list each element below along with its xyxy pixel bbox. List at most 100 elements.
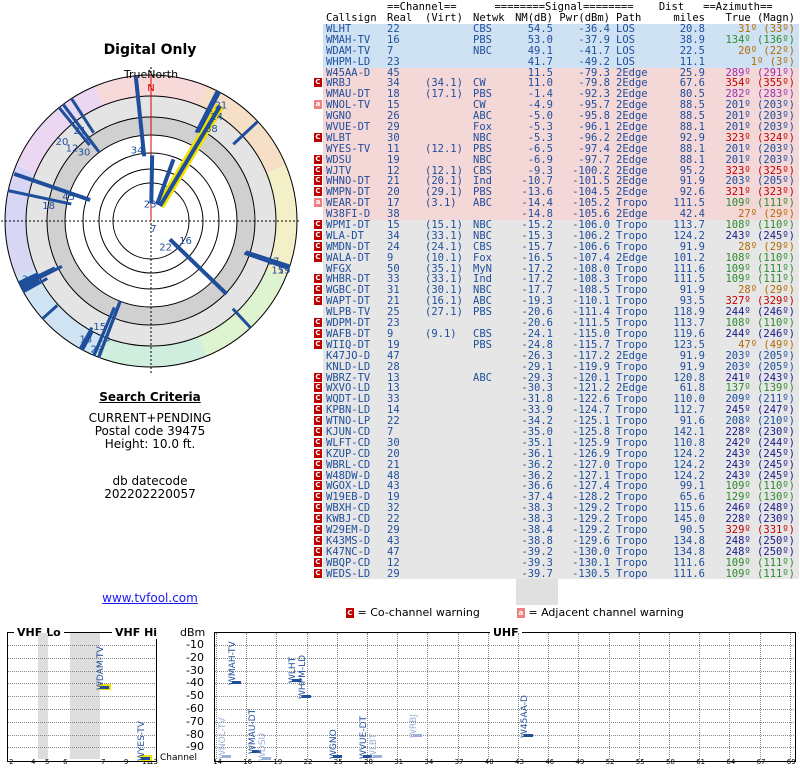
co-channel-warning-icon: C bbox=[314, 514, 322, 524]
north-marker: N bbox=[147, 83, 154, 94]
table-row[interactable]: WBXH-CD 32 -38.3 -129.2 Tropo 115.6 246º (248º… bbox=[314, 503, 799, 515]
table-row[interactable]: WQDT-LD 33 -31.8 -122.6 Tropo 110.0 209º (211º… bbox=[314, 393, 799, 406]
table-row[interactable]: WDPM-DT 23 -20.6 -111.5 Tropo 113.7 108º (110º… bbox=[314, 318, 799, 329]
table-row[interactable]: W19EB-D 19 -37.4 -128.2 Tropo 65.6 129º (130º)… bbox=[314, 491, 799, 504]
table-row[interactable]: WMAH-TV 16 PBS 53.0 -37.9 LOS 38.9 134º (136º) bbox=[323, 33, 799, 46]
cell-distance: 91.9 bbox=[679, 349, 705, 362]
cell-network: ABC bbox=[473, 371, 492, 384]
table-row[interactable]: WLHT 22 CBS 54.5 -36.4 LOS 20.8 31º (33º) bbox=[323, 24, 799, 35]
table-row[interactable]: WLFT-CD 30 -35.1 -125.9 Tropo 110.8 242º (244º… bbox=[314, 437, 799, 449]
header-real: Real bbox=[387, 12, 413, 24]
cell-distance: 88.5 bbox=[679, 110, 705, 123]
uhf-channel-tick: 14 bbox=[213, 758, 222, 766]
cell-network: PBS bbox=[473, 33, 492, 46]
cell-path-type: 2Edge bbox=[616, 208, 648, 221]
cell-azimuth: 354º (355º) bbox=[725, 77, 795, 90]
table-row[interactable]: WHBR-DT 33 (33.1) Ind -17.2 -108.3 Tropo 111.5 1… bbox=[314, 274, 799, 286]
table-row[interactable]: K43MS-D 43 -38.8 -129.6 Tropo 134.8 248º (250º… bbox=[314, 535, 799, 547]
table-row[interactable]: KPBN-LD 14 -33.9 -124.7 Tropo 112.7 245º (247º… bbox=[314, 405, 799, 417]
table-row[interactable]: WLPB-TV 25 (27.1) PBS -20.6 -111.4 Tropo 118.9 2… bbox=[323, 306, 799, 319]
table-row[interactable]: KWBJ-CD 22 -38.3 -129.2 Tropo 145.0 228º (230º… bbox=[314, 514, 799, 525]
station-bar bbox=[13, 172, 91, 202]
cell-real-channel: 20 bbox=[387, 447, 400, 460]
cell-path-type: Tropo bbox=[616, 327, 648, 340]
table-row[interactable]: K47NC-D 47 -39.2 -130.0 Tropo 134.8 248º (250º… bbox=[314, 546, 799, 558]
table-row[interactable]: WAPT-DT 21 (16.1) ABC -19.3 -110.1 Tropo 93.5 32… bbox=[314, 296, 799, 308]
polar-channel-label: 24 bbox=[210, 112, 223, 123]
table-row[interactable]: KZUP-CD 20 -36.1 -126.9 Tropo 124.2 243º (245º… bbox=[314, 447, 799, 460]
table-row[interactable]: WGNO 26 ABC -5.0 -95.8 2Edge 88.5 201º (203º) bbox=[323, 110, 799, 123]
cell-path-type: Tropo bbox=[616, 229, 648, 242]
table-row[interactable]: WDAM-TV 7 NBC 49.1 -41.7 LOS 22.5 20º (22º) bbox=[323, 45, 799, 57]
cell-azimuth: 244º (246º) bbox=[725, 306, 795, 319]
co-channel-warning-icon: C bbox=[314, 285, 322, 295]
table-row[interactable]: WMPN-DT 20 (29.1) PBS -13.6 -104.5 2Edge 92.6 32… bbox=[314, 187, 799, 199]
table-row[interactable]: WBRZ-TV 13 ABC -29.3 -120.1 Tropo 120.8 241º (2… bbox=[314, 371, 799, 384]
table-row[interactable]: W48DW-D 48 -36.2 -127.1 Tropo 124.2 243º (245º… bbox=[314, 469, 799, 482]
uhf-grid-line bbox=[367, 633, 368, 759]
channel-axis-label: Channel bbox=[160, 753, 197, 763]
table-row[interactable]: WBQP-CD 12 -39.3 -130.1 Tropo 111.6 109º (111º… bbox=[314, 557, 799, 569]
cell-noise-margin: -10.7 bbox=[521, 175, 553, 188]
table-row[interactable]: WPMI-DT 15 (15.1) NBC -15.2 -106.0 Tropo 113.7 1… bbox=[314, 220, 799, 231]
station-bar bbox=[158, 104, 222, 208]
cell-noise-margin: -36.2 bbox=[521, 469, 553, 482]
table-row[interactable]: W45AA-D 45 11.5 -79.3 2Edge 25.9 289º (291º) bbox=[323, 67, 799, 79]
table-row[interactable]: WBRL-CD 21 -36.2 -127.0 Tropo 124.2 243º (245º… bbox=[314, 458, 799, 471]
cell-distance: 88.1 bbox=[679, 153, 705, 166]
uhf-channel-tick: 58 bbox=[666, 758, 675, 766]
co-channel-warning-icon: C bbox=[314, 546, 322, 556]
table-row[interactable]: WXVO-LD 13 -30.3 -121.2 2Edge 61.8 137º (139º)… bbox=[314, 383, 799, 395]
polar-channel-label: 22 bbox=[159, 242, 172, 253]
table-row[interactable]: W29EM-D 29 -38.4 -129.2 Tropo 90.5 329º (331º)… bbox=[314, 523, 799, 536]
table-row[interactable]: WMDN-DT 24 (24.1) CBS -15.7 -106.6 Tropo 91.9 28… bbox=[314, 241, 799, 253]
cell-azimuth: 129º (130º) bbox=[725, 491, 795, 504]
co-channel-warning-icon: C bbox=[314, 426, 322, 436]
table-row[interactable]: WEDS-LD 29 -39.7 -130.5 Tropo 111.6 109º (111º… bbox=[314, 568, 799, 580]
header-nm: NM(dB) bbox=[515, 12, 553, 24]
table-row[interactable]: WLA-DT 34 (33.1) NBC -15.3 -106.2 Tropo 124.2 24… bbox=[314, 229, 799, 242]
table-row[interactable]: WVUE-DT 29 Fox -5.3 -96.1 2Edge 88.1 201º (203º… bbox=[323, 122, 799, 133]
table-row[interactable]: K47JO-D 47 -26.3 -117.2 2Edge 91.9 203º (205º) bbox=[323, 349, 799, 362]
table-row[interactable]: WEAR-DT 17 (3.1) ABC -14.4 -105.2 Tropo 111.5 10… bbox=[314, 198, 799, 210]
co-channel-warning-icon: C bbox=[314, 568, 322, 578]
uhf-grid-line bbox=[608, 633, 610, 759]
table-row[interactable]: WRBJ 34 (34.1) CW 11.0 -79.8 2Edge 67.6 354º (35… bbox=[314, 77, 799, 90]
table-row[interactable]: WTNO-LP 22 -34.2 -125.1 Tropo 91.6 208º (210º)… bbox=[314, 416, 799, 427]
grid-line bbox=[8, 696, 155, 698]
cell-power: -105.6 bbox=[572, 208, 610, 221]
polar-channel-label: 38 bbox=[205, 124, 218, 135]
table-row[interactable]: WLBT 30 NBC -5.3 -96.2 2Edge 92.9 323º (324º) C bbox=[314, 133, 799, 144]
table-row[interactable]: WGBC-DT 31 (30.1) NBC -17.7 -108.5 Tropo 91.9 28… bbox=[314, 284, 799, 297]
table-row[interactable]: WFGX 50 (35.1) MyN -17.2 -108.0 Tropo 111.6 109º… bbox=[323, 263, 799, 275]
table-row[interactable]: WNOL-TV 15 CW -4.9 -95.7 2Edge 88.5 201º (203º)… bbox=[314, 100, 799, 112]
table-row[interactable]: WIIQ-DT 19 PBS -24.8 -115.7 Tropo 123.5 47º (49… bbox=[314, 338, 799, 351]
table-row[interactable]: WHPM-LD 23 41.7 -49.2 LOS 11.1 1º (3º) bbox=[323, 56, 799, 68]
cell-distance: 124.2 bbox=[673, 229, 705, 242]
grid-line bbox=[215, 645, 794, 646]
table-row[interactable]: WAFB-DT 9 (9.1) CBS -24.1 -115.0 Tropo 119.6 244… bbox=[314, 327, 799, 340]
table-row[interactable]: WJTV 12 (12.1) CBS -9.3 -100.2 2Edge 95.2 323º (… bbox=[314, 165, 799, 177]
table-row[interactable]: WYES-TV 11 (12.1) PBS -6.5 -97.4 2Edge 88.1 201º… bbox=[323, 142, 799, 155]
table-row[interactable]: WHNO-DT 21 (20.1) Ind -10.7 -101.5 2Edge 91.9 20… bbox=[314, 175, 799, 188]
table-row[interactable]: WALA-DT 9 (10.1) Fox -16.5 -107.4 2Edge 101.2 10… bbox=[314, 252, 799, 264]
cell-network: PBS bbox=[473, 142, 492, 155]
cell-callsign: KNLD-LD bbox=[326, 360, 371, 373]
cell-power: -108.5 bbox=[572, 284, 610, 297]
tvfool-link[interactable]: www.tvfool.com bbox=[102, 591, 198, 605]
grid-line bbox=[8, 747, 155, 749]
table-row[interactable]: W38FI-D 38 -14.8 -105.6 2Edge 42.4 27º (29º) bbox=[323, 208, 799, 221]
cell-path-type: Tropo bbox=[616, 523, 648, 536]
table-row[interactable]: WGOX-LD 43 -36.6 -127.4 Tropo 99.1 109º (110º)… bbox=[314, 481, 799, 493]
table-row[interactable]: KJUN-CD 7 -35.0 -125.8 Tropo 142.1 228º (230º)… bbox=[314, 425, 799, 438]
cell-azimuth: 228º (230º) bbox=[725, 425, 795, 438]
cell-noise-margin: -36.2 bbox=[521, 458, 553, 471]
cell-path-type: Tropo bbox=[616, 338, 648, 351]
cell-callsign: WLPB-TV bbox=[326, 306, 371, 319]
table-row[interactable]: WMAU-DT 18 (17.1) PBS -1.4 -92.3 2Edge 80.5 282º… bbox=[323, 88, 799, 101]
table-row[interactable]: WDSU 19 NBC -6.9 -97.7 2Edge 88.1 201º (203º) C bbox=[314, 153, 799, 166]
table-row[interactable]: KNLD-LD 28 -29.1 -119.9 Tropo 91.9 203º (205º) bbox=[323, 360, 799, 373]
cell-azimuth: 282º (283º) bbox=[725, 88, 795, 101]
cell-power: -101.5 bbox=[572, 175, 610, 188]
cell-path-type: Tropo bbox=[616, 393, 648, 406]
